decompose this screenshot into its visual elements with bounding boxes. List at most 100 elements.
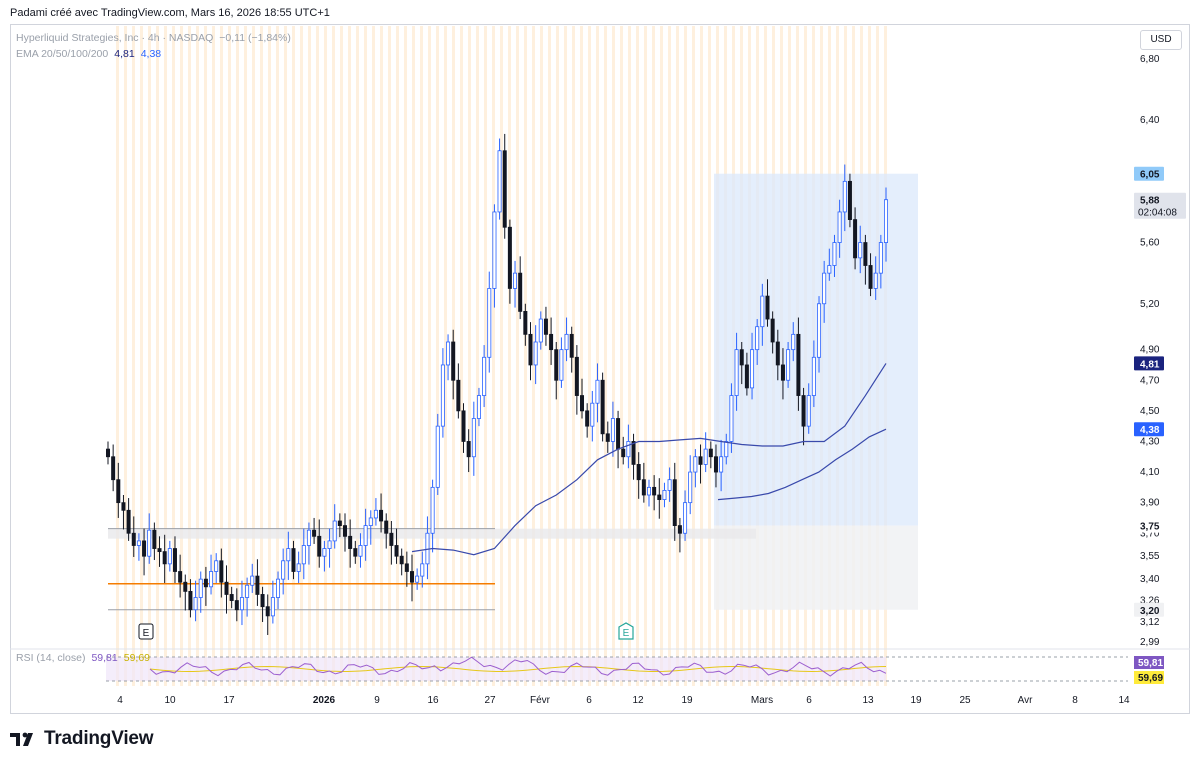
candle-body xyxy=(353,548,358,557)
session-stripe xyxy=(580,26,583,686)
candle-body xyxy=(636,463,641,481)
session-stripe xyxy=(244,26,247,686)
time-tick-label: Mars xyxy=(751,695,773,706)
session-stripe xyxy=(396,26,399,686)
candle-body xyxy=(569,333,574,358)
price-tick-label: 3,90 xyxy=(1140,498,1160,509)
candle-body xyxy=(868,265,873,289)
candle-body xyxy=(260,594,265,608)
candle-body xyxy=(543,318,548,335)
time-tick-label: 2026 xyxy=(313,695,336,706)
session-stripe xyxy=(356,26,359,686)
rsi-label[interactable]: RSI (14, close) xyxy=(16,652,86,664)
candle-body xyxy=(652,486,657,496)
symbol-title[interactable]: Hyperliquid Strategies, Inc · 4h · NASDA… xyxy=(16,32,214,44)
candle-body xyxy=(306,529,311,546)
time-tick-label: 19 xyxy=(910,695,922,706)
candle-body xyxy=(739,349,744,366)
session-stripe xyxy=(420,26,423,686)
candle-body xyxy=(487,288,492,358)
price-label-text: 3,20 xyxy=(1140,606,1160,617)
candle-body xyxy=(538,318,543,343)
time-tick-label: 14 xyxy=(1118,695,1130,706)
session-stripe xyxy=(692,26,695,686)
candle-body xyxy=(858,242,863,259)
candle-body xyxy=(554,349,559,381)
time-tick-label: 17 xyxy=(223,695,235,706)
candle-body xyxy=(574,356,579,396)
candle-body xyxy=(672,479,677,527)
candle-body xyxy=(559,349,564,381)
ema-label[interactable]: EMA 20/50/100/200 xyxy=(16,48,109,60)
stop-zone xyxy=(714,525,918,610)
ema-line xyxy=(717,428,887,501)
session-stripe xyxy=(116,26,119,686)
candle-body xyxy=(276,578,281,598)
candle-body xyxy=(513,272,518,289)
session-stripe xyxy=(676,26,679,686)
time-tick-label: Avr xyxy=(1018,695,1033,706)
candle-body xyxy=(600,379,605,435)
tradingview-logo-icon xyxy=(10,732,33,746)
session-stripe xyxy=(188,26,191,686)
ema-value-1: 4,81 xyxy=(114,48,135,60)
time-tick-label: 27 xyxy=(484,695,496,706)
candle-body xyxy=(786,349,791,381)
session-stripe xyxy=(476,26,479,686)
candle-body xyxy=(770,318,775,343)
rsi-legend[interactable]: RSI (14, close) 59,81 59,69 xyxy=(16,652,156,664)
candle-body xyxy=(420,563,425,577)
candle-body xyxy=(605,433,610,442)
candle-body xyxy=(703,448,708,465)
session-stripe xyxy=(252,26,255,686)
currency-button[interactable]: USD xyxy=(1140,30,1182,50)
candle-body xyxy=(842,180,847,213)
price-tick-label: 3,12 xyxy=(1140,617,1160,628)
session-stripe xyxy=(300,26,303,686)
session-stripe xyxy=(668,26,671,686)
candle-body xyxy=(456,379,461,412)
session-stripe xyxy=(180,26,183,686)
session-stripe xyxy=(532,26,535,686)
candle-body xyxy=(693,456,698,473)
candle-body xyxy=(106,448,111,458)
candle-body xyxy=(111,456,116,481)
price-tick-label: 3,55 xyxy=(1140,551,1160,562)
ema-legend[interactable]: EMA 20/50/100/200 4,81 4,38 xyxy=(16,48,167,60)
symbol-change: −0,11 (−1,84%) xyxy=(219,32,291,44)
price-label-box xyxy=(1134,356,1164,371)
candle-body xyxy=(126,509,131,534)
candle-body xyxy=(348,535,353,549)
candle-body xyxy=(657,494,662,500)
candle-body xyxy=(549,333,554,351)
session-stripe xyxy=(404,26,407,686)
candle-body xyxy=(878,242,883,274)
time-tick-label: 16 xyxy=(427,695,439,706)
tradingview-logo[interactable]: TradingView xyxy=(10,728,154,750)
candle-body xyxy=(440,364,445,427)
symbol-legend[interactable]: Hyperliquid Strategies, Inc · 4h · NASDA… xyxy=(16,32,297,44)
session-stripe xyxy=(588,26,591,686)
candle-body xyxy=(502,150,507,228)
session-stripe xyxy=(500,26,503,686)
time-tick-label: Févr xyxy=(530,695,551,706)
candle-body xyxy=(172,548,177,572)
price-tick-label: 4,50 xyxy=(1140,406,1160,417)
session-stripe xyxy=(388,26,391,686)
candle-body xyxy=(373,509,378,519)
candle-body xyxy=(580,395,585,412)
candle-body xyxy=(203,578,208,588)
candle-body xyxy=(806,395,811,427)
candle-body xyxy=(368,517,373,527)
ema-value-2: 4,38 xyxy=(140,48,162,60)
candle-body xyxy=(291,548,296,572)
session-stripe xyxy=(548,26,551,686)
candle-body xyxy=(827,265,832,274)
candle-body xyxy=(646,486,651,496)
candle-body xyxy=(379,509,384,522)
candle-body xyxy=(167,548,172,565)
session-stripe xyxy=(372,26,375,686)
candle-body xyxy=(435,425,440,488)
candle-body xyxy=(209,571,214,588)
